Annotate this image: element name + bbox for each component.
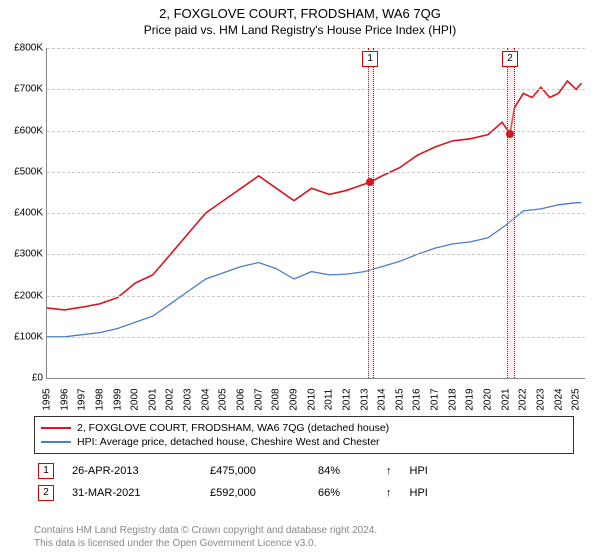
- legend-swatch: [41, 427, 71, 429]
- x-axis-label: 2007: [253, 388, 264, 410]
- legend-label: 2, FOXGLOVE COURT, FRODSHAM, WA6 7QG (de…: [77, 422, 389, 434]
- x-axis-label: 2010: [306, 388, 317, 410]
- x-axis-label: 2012: [341, 388, 352, 410]
- legend-swatch: [41, 441, 71, 443]
- x-axis-label: 2011: [324, 389, 335, 411]
- x-axis-label: 2022: [518, 388, 529, 410]
- chart-legend: 2, FOXGLOVE COURT, FRODSHAM, WA6 7QG (de…: [34, 416, 574, 454]
- page-subtitle: Price paid vs. HM Land Registry's House …: [0, 21, 600, 37]
- y-axis-label: £400K: [14, 208, 47, 219]
- x-axis-label: 2003: [183, 388, 194, 410]
- x-axis-label: 2006: [236, 388, 247, 410]
- x-axis-label: 2025: [571, 388, 582, 410]
- sale-date: 26-APR-2013: [72, 465, 192, 477]
- legend-item: HPI: Average price, detached house, Ches…: [41, 435, 567, 449]
- sale-dot: [366, 178, 374, 186]
- x-axis-label: 2004: [200, 388, 211, 410]
- x-axis-label: 2000: [130, 388, 141, 410]
- footer-line: Contains HM Land Registry data © Crown c…: [34, 524, 377, 537]
- x-axis-label: 2001: [147, 388, 158, 410]
- sale-period-shade: [507, 48, 514, 378]
- x-axis-label: 2014: [377, 388, 388, 410]
- y-axis-label: £600K: [14, 125, 47, 136]
- legend-label: HPI: Average price, detached house, Ches…: [77, 436, 380, 448]
- x-axis-label: 2017: [430, 388, 441, 410]
- x-axis-label: 2020: [482, 388, 493, 410]
- page-title: 2, FOXGLOVE COURT, FRODSHAM, WA6 7QG: [0, 0, 600, 21]
- y-axis-label: £300K: [14, 249, 47, 260]
- sale-marker-top: 1: [362, 51, 378, 67]
- sale-marker: 1: [38, 463, 54, 479]
- x-axis-label: 2024: [553, 388, 564, 410]
- sale-date: 31-MAR-2021: [72, 487, 192, 499]
- x-axis-label: 2008: [271, 388, 282, 410]
- sales-table: 1 26-APR-2013 £475,000 84% ↑ HPI 2 31-MA…: [34, 460, 574, 504]
- x-axis-label: 2016: [412, 388, 423, 410]
- x-axis-label: 1998: [94, 388, 105, 410]
- x-axis-label: 2005: [218, 388, 229, 410]
- x-axis-label: 2018: [447, 388, 458, 410]
- sale-pct: 84%: [318, 465, 368, 477]
- y-axis-label: £700K: [14, 84, 47, 95]
- arrow-up-icon: ↑: [386, 487, 392, 499]
- x-axis-label: 2002: [165, 388, 176, 410]
- arrow-up-icon: ↑: [386, 465, 392, 477]
- x-axis-label: 2015: [394, 388, 405, 410]
- sale-row: 1 26-APR-2013 £475,000 84% ↑ HPI: [34, 460, 574, 482]
- y-axis-label: £800K: [14, 43, 47, 54]
- sale-marker-top: 2: [502, 51, 518, 67]
- y-axis-label: £0: [32, 373, 47, 384]
- sale-period-shade: [368, 48, 374, 378]
- sale-suffix: HPI: [410, 465, 428, 477]
- x-axis-label: 1996: [59, 388, 70, 410]
- x-axis-label: 1997: [77, 388, 88, 410]
- legend-item: 2, FOXGLOVE COURT, FRODSHAM, WA6 7QG (de…: [41, 421, 567, 435]
- x-axis-label: 2019: [465, 388, 476, 410]
- sale-dot: [506, 130, 514, 138]
- sale-suffix: HPI: [410, 487, 428, 499]
- footer-attribution: Contains HM Land Registry data © Crown c…: [34, 524, 377, 550]
- sale-row: 2 31-MAR-2021 £592,000 66% ↑ HPI: [34, 482, 574, 504]
- x-axis-label: 2023: [535, 388, 546, 410]
- y-axis-label: £100K: [14, 331, 47, 342]
- footer-line: This data is licensed under the Open Gov…: [34, 537, 377, 550]
- price-chart: £0£100K£200K£300K£400K£500K£600K£700K£80…: [46, 48, 585, 379]
- x-axis-label: 1999: [112, 388, 123, 410]
- sale-marker: 2: [38, 485, 54, 501]
- y-axis-label: £500K: [14, 166, 47, 177]
- x-axis-label: 2021: [500, 388, 511, 410]
- y-axis-label: £200K: [14, 290, 47, 301]
- x-axis-label: 1995: [42, 388, 53, 410]
- x-axis-label: 2009: [288, 388, 299, 410]
- x-axis-label: 2013: [359, 388, 370, 410]
- sale-pct: 66%: [318, 487, 368, 499]
- sale-price: £475,000: [210, 465, 300, 477]
- sale-price: £592,000: [210, 487, 300, 499]
